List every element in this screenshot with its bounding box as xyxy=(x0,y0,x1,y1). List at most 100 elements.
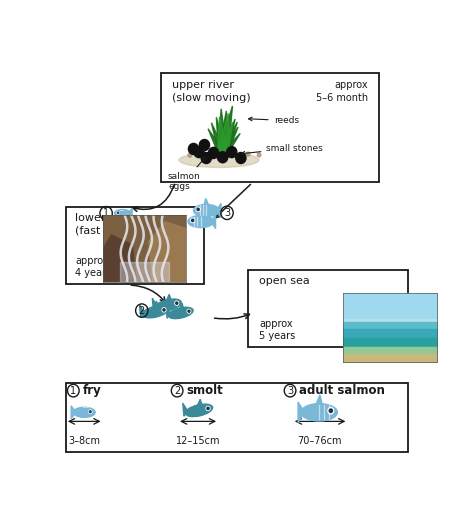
Polygon shape xyxy=(219,127,238,158)
Polygon shape xyxy=(219,119,235,158)
Circle shape xyxy=(206,407,210,411)
Polygon shape xyxy=(167,305,172,308)
Text: approx
4 years: approx 4 years xyxy=(75,256,111,279)
Circle shape xyxy=(218,152,228,163)
Circle shape xyxy=(210,155,213,159)
Ellipse shape xyxy=(115,209,131,217)
Polygon shape xyxy=(219,122,237,158)
Ellipse shape xyxy=(73,407,95,417)
Circle shape xyxy=(207,407,209,410)
Polygon shape xyxy=(140,305,144,317)
Circle shape xyxy=(118,212,119,214)
Ellipse shape xyxy=(107,220,123,227)
Text: 1: 1 xyxy=(103,208,109,218)
Circle shape xyxy=(110,222,111,223)
Polygon shape xyxy=(128,208,132,218)
Ellipse shape xyxy=(301,403,337,421)
Polygon shape xyxy=(217,203,221,218)
Ellipse shape xyxy=(155,299,181,311)
FancyArrowPatch shape xyxy=(214,314,250,319)
Circle shape xyxy=(188,143,199,155)
Polygon shape xyxy=(316,395,322,403)
Circle shape xyxy=(114,230,115,231)
Circle shape xyxy=(197,208,199,210)
Polygon shape xyxy=(152,298,157,311)
Circle shape xyxy=(194,146,204,158)
Polygon shape xyxy=(218,106,233,157)
Polygon shape xyxy=(204,198,208,204)
FancyArrowPatch shape xyxy=(215,184,251,218)
Circle shape xyxy=(235,155,239,159)
Ellipse shape xyxy=(188,216,213,227)
Circle shape xyxy=(329,409,332,413)
Polygon shape xyxy=(125,226,128,236)
Polygon shape xyxy=(218,109,227,156)
Text: 70–76cm: 70–76cm xyxy=(297,436,341,446)
Text: approx
5–6 month: approx 5–6 month xyxy=(316,80,368,103)
Ellipse shape xyxy=(194,204,219,217)
Polygon shape xyxy=(167,294,171,300)
Text: upper river
(slow moving): upper river (slow moving) xyxy=(172,80,251,103)
Text: 12–15cm: 12–15cm xyxy=(176,436,220,446)
Ellipse shape xyxy=(111,227,127,234)
Text: 3–8cm: 3–8cm xyxy=(68,436,100,446)
Text: smolt: smolt xyxy=(186,384,223,397)
Polygon shape xyxy=(154,301,158,307)
Polygon shape xyxy=(218,111,227,157)
Text: 3: 3 xyxy=(287,386,293,396)
Circle shape xyxy=(209,147,219,158)
Polygon shape xyxy=(183,403,188,416)
Polygon shape xyxy=(220,134,240,158)
Circle shape xyxy=(163,309,165,311)
Text: approx
5 years: approx 5 years xyxy=(259,319,295,342)
Circle shape xyxy=(89,410,92,413)
Circle shape xyxy=(246,152,250,156)
Polygon shape xyxy=(217,113,228,157)
Circle shape xyxy=(191,218,195,223)
Circle shape xyxy=(176,302,178,304)
Circle shape xyxy=(257,153,261,157)
Text: 2: 2 xyxy=(139,306,145,315)
Text: 2: 2 xyxy=(174,386,180,396)
Text: 1: 1 xyxy=(70,386,77,396)
Circle shape xyxy=(187,309,191,313)
Polygon shape xyxy=(198,399,202,405)
Polygon shape xyxy=(218,122,233,158)
Circle shape xyxy=(192,219,194,222)
Text: fry: fry xyxy=(82,384,101,397)
Circle shape xyxy=(236,153,246,163)
Polygon shape xyxy=(180,303,183,308)
Polygon shape xyxy=(211,215,216,229)
Circle shape xyxy=(175,301,179,305)
Circle shape xyxy=(117,211,119,214)
Polygon shape xyxy=(212,123,226,157)
Circle shape xyxy=(113,229,116,232)
Circle shape xyxy=(199,152,203,156)
Ellipse shape xyxy=(179,153,259,167)
Circle shape xyxy=(188,310,190,312)
Text: salmon
eggs: salmon eggs xyxy=(168,157,205,191)
Text: 3: 3 xyxy=(224,208,230,218)
Polygon shape xyxy=(180,313,185,316)
Text: adult salmon: adult salmon xyxy=(299,384,385,397)
Circle shape xyxy=(225,153,228,157)
Bar xyxy=(248,270,408,347)
Polygon shape xyxy=(154,312,160,315)
Polygon shape xyxy=(166,307,171,318)
Text: lower river
(fast flowing): lower river (fast flowing) xyxy=(75,213,149,236)
Polygon shape xyxy=(198,410,204,414)
Circle shape xyxy=(201,153,212,163)
Polygon shape xyxy=(298,402,305,422)
Polygon shape xyxy=(199,209,203,216)
Circle shape xyxy=(217,156,221,160)
Bar xyxy=(66,207,204,284)
Circle shape xyxy=(110,221,112,224)
Polygon shape xyxy=(216,117,227,157)
Ellipse shape xyxy=(142,306,168,318)
Polygon shape xyxy=(208,129,226,158)
Circle shape xyxy=(199,139,210,151)
Polygon shape xyxy=(103,235,136,282)
Bar xyxy=(66,383,408,452)
Circle shape xyxy=(328,408,334,414)
Circle shape xyxy=(89,411,91,413)
